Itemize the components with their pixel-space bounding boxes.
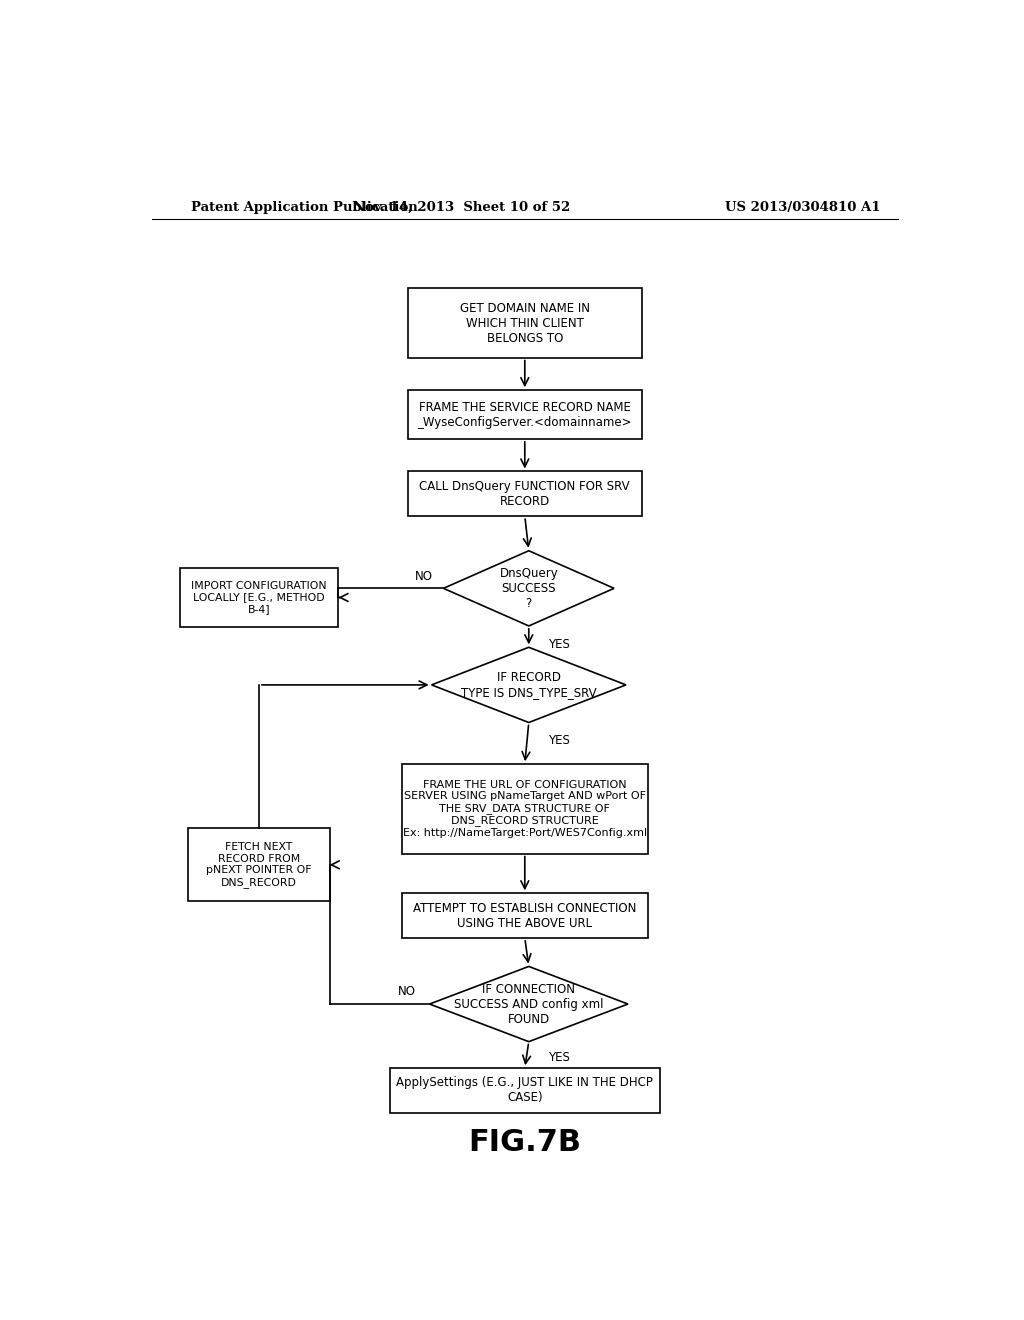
Polygon shape (431, 647, 626, 722)
Text: IF CONNECTION
SUCCESS AND config xml
FOUND: IF CONNECTION SUCCESS AND config xml FOU… (454, 982, 603, 1026)
Text: ATTEMPT TO ESTABLISH CONNECTION
USING THE ABOVE URL: ATTEMPT TO ESTABLISH CONNECTION USING TH… (413, 902, 637, 929)
Text: FRAME THE URL OF CONFIGURATION
SERVER USING pNameTarget AND wPort OF
THE SRV_DAT: FRAME THE URL OF CONFIGURATION SERVER US… (402, 780, 647, 838)
Polygon shape (430, 966, 628, 1041)
Text: YES: YES (548, 1052, 570, 1064)
Text: ApplySettings (E.G., JUST LIKE IN THE DHCP
CASE): ApplySettings (E.G., JUST LIKE IN THE DH… (396, 1076, 653, 1105)
Bar (408, 391, 642, 440)
Text: YES: YES (548, 638, 570, 651)
Bar (401, 894, 648, 939)
Bar (188, 828, 330, 902)
Text: Nov. 14, 2013  Sheet 10 of 52: Nov. 14, 2013 Sheet 10 of 52 (352, 201, 570, 214)
Polygon shape (443, 550, 614, 626)
Text: Patent Application Publication: Patent Application Publication (191, 201, 418, 214)
Bar (390, 1068, 659, 1113)
Text: CALL DnsQuery FUNCTION FOR SRV
RECORD: CALL DnsQuery FUNCTION FOR SRV RECORD (420, 479, 630, 508)
Text: US 2013/0304810 A1: US 2013/0304810 A1 (725, 201, 881, 214)
Bar (401, 764, 648, 854)
Text: FETCH NEXT
RECORD FROM
pNEXT POINTER OF
DNS_RECORD: FETCH NEXT RECORD FROM pNEXT POINTER OF … (206, 842, 311, 887)
Bar (179, 568, 338, 627)
Text: NO: NO (398, 985, 417, 998)
Bar (408, 471, 642, 516)
Text: FRAME THE SERVICE RECORD NAME
_WyseConfigServer.<domainname>: FRAME THE SERVICE RECORD NAME _WyseConfi… (418, 400, 632, 429)
Bar (408, 289, 642, 358)
Text: YES: YES (548, 734, 570, 747)
Text: NO: NO (415, 570, 432, 582)
Text: GET DOMAIN NAME IN
WHICH THIN CLIENT
BELONGS TO: GET DOMAIN NAME IN WHICH THIN CLIENT BEL… (460, 301, 590, 345)
Text: IF RECORD
TYPE IS DNS_TYPE_SRV: IF RECORD TYPE IS DNS_TYPE_SRV (461, 671, 597, 698)
Text: IMPORT CONFIGURATION
LOCALLY [E.G., METHOD
B-4]: IMPORT CONFIGURATION LOCALLY [E.G., METH… (191, 581, 327, 614)
Text: DnsQuery
SUCCESS
?: DnsQuery SUCCESS ? (500, 566, 558, 610)
Text: FIG.7B: FIG.7B (468, 1127, 582, 1156)
